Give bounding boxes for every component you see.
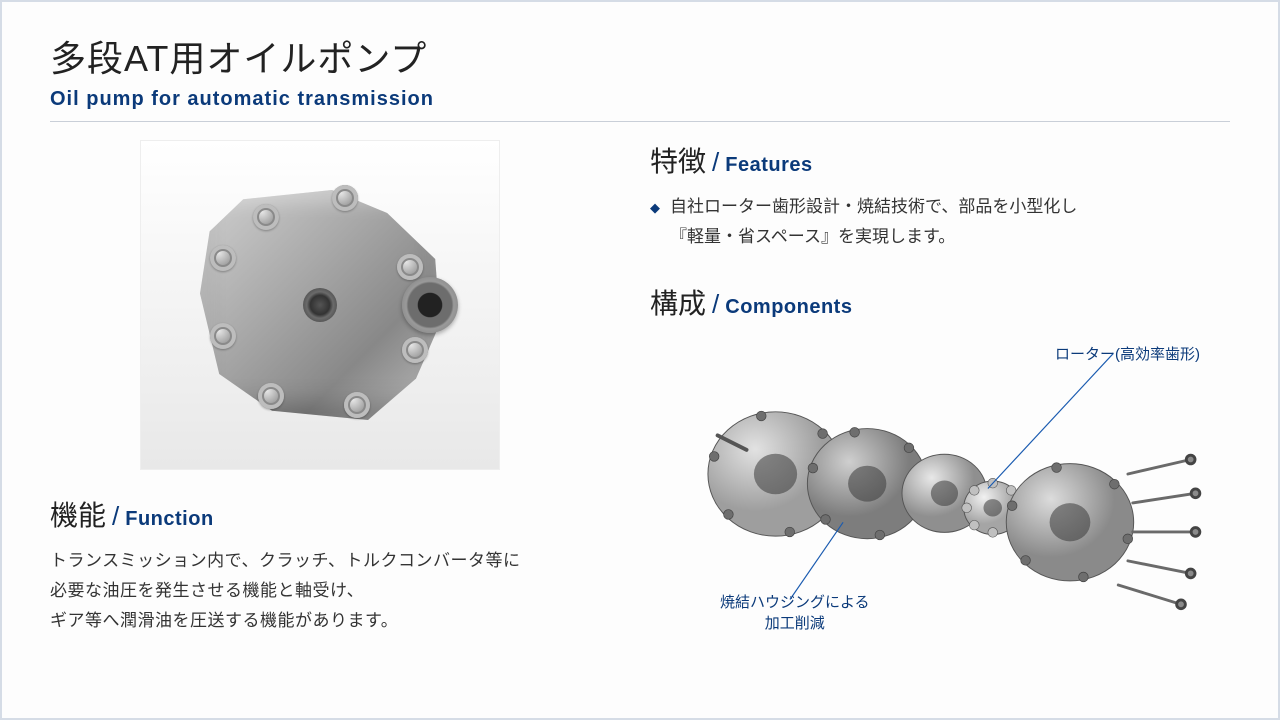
components-heading-en: Components: [725, 296, 852, 319]
function-body: トランスミッション内で、クラッチ、トルクコンバータ等に 必要な油圧を発生させる機…: [50, 546, 590, 635]
slash-icon: /: [712, 289, 719, 320]
exploded-view-svg: [650, 334, 1210, 633]
features-heading-jp: 特徴: [650, 140, 706, 180]
product-photo: [140, 140, 500, 470]
left-column: 機能 / Function トランスミッション内で、クラッチ、トルクコンバータ等…: [50, 140, 590, 644]
content-row: 機能 / Function トランスミッション内で、クラッチ、トルクコンバータ等…: [50, 140, 1230, 644]
oil-pump-icon: [200, 190, 440, 420]
function-heading-en: Function: [125, 508, 213, 531]
slash-icon: /: [712, 147, 719, 178]
callout-housing: 焼結ハウジングによる 加工削減: [720, 592, 870, 634]
page-title-jp: 多段AT用オイルポンプ: [50, 30, 1230, 82]
features-heading-en: Features: [725, 154, 812, 177]
features-heading: 特徴 / Features: [650, 140, 1230, 180]
right-column: 特徴 / Features ◆ 自社ローター歯形設計・焼結技術で、部品を小型化し…: [650, 140, 1230, 644]
components-heading: 構成 / Components: [650, 282, 1230, 322]
callout-rotor: ローター(高効率歯形): [1055, 344, 1200, 365]
feature-item: ◆ 自社ローター歯形設計・焼結技術で、部品を小型化し 『軽量・省スペース』を実現…: [650, 192, 1230, 252]
slash-icon: /: [112, 501, 119, 532]
page-title-en: Oil pump for automatic transmission: [50, 88, 1230, 122]
feature-text: 自社ローター歯形設計・焼結技術で、部品を小型化し 『軽量・省スペース』を実現しま…: [670, 192, 1077, 252]
function-heading: 機能 / Function: [50, 494, 590, 534]
diamond-icon: ◆: [650, 197, 660, 257]
function-heading-jp: 機能: [50, 494, 106, 534]
exploded-view-diagram: ローター(高効率歯形) 焼結ハウジングによる 加工削減: [650, 334, 1210, 644]
components-heading-jp: 構成: [650, 282, 706, 322]
